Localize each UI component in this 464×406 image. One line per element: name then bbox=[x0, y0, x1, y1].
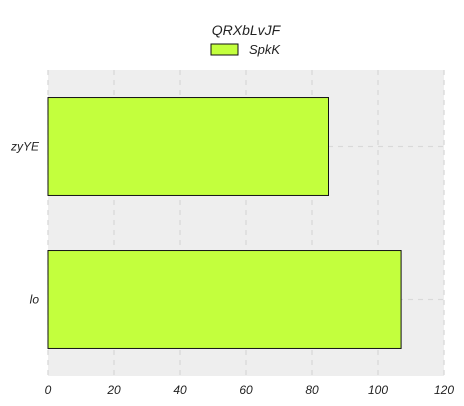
legend-swatch-spkk bbox=[210, 43, 239, 56]
x-axis-ticks: 0 20 40 60 80 100 120 bbox=[45, 383, 455, 397]
x-tick-label-120: 120 bbox=[434, 383, 454, 397]
bars bbox=[47, 97, 402, 349]
x-tick-label-100: 100 bbox=[368, 383, 388, 397]
bar-zyYE bbox=[47, 97, 329, 196]
x-tick-label-0: 0 bbox=[45, 383, 52, 397]
chart-title: QRXbLvJF bbox=[212, 22, 282, 38]
category-label-zyYE: zyYE bbox=[10, 140, 40, 154]
category-label-lo: lo bbox=[30, 293, 40, 307]
legend-label-spkk: SpkK bbox=[249, 42, 281, 57]
x-tick-label-40: 40 bbox=[173, 383, 187, 397]
y-axis-categories: zyYE lo bbox=[10, 140, 40, 307]
x-tick-label-60: 60 bbox=[239, 383, 253, 397]
x-tick-label-20: 20 bbox=[106, 383, 121, 397]
legend: SpkK bbox=[210, 42, 281, 57]
x-tick-label-80: 80 bbox=[305, 383, 319, 397]
bar-lo bbox=[47, 250, 402, 349]
